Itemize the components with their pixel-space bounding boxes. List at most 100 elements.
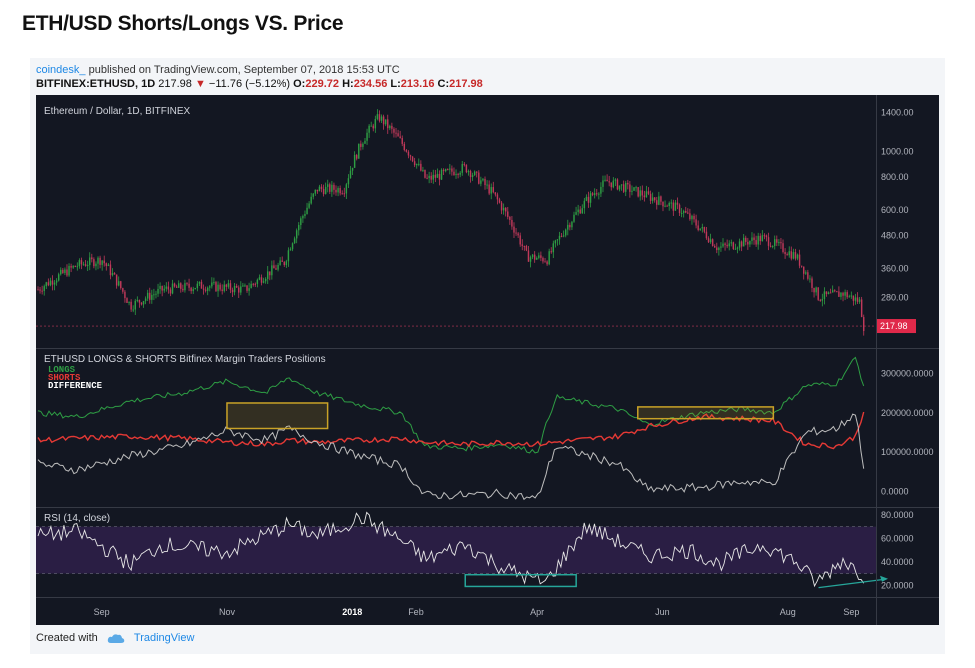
price-candle: [194, 288, 197, 290]
price-candle: [314, 189, 317, 194]
price-candle: [794, 252, 797, 259]
price-candle: [602, 180, 604, 187]
price-candle: [206, 287, 209, 291]
price-candle: [271, 265, 273, 276]
price-candle: [482, 178, 484, 181]
price-candle: [142, 301, 145, 305]
price-candle: [202, 288, 205, 290]
price-candle: [513, 226, 515, 233]
time-tick-label: Sep: [94, 607, 110, 617]
price-candle: [364, 140, 366, 144]
price-candle: [637, 187, 639, 197]
price-candle: [519, 235, 521, 245]
price-candle: [387, 119, 389, 129]
rsi-tick-label: 60.0000: [881, 533, 914, 543]
price-candle: [211, 282, 213, 287]
price-candle: [126, 298, 128, 303]
positions-series-difference: [37, 413, 865, 501]
price-candle: [471, 175, 474, 178]
price-candle: [852, 295, 855, 301]
price-candle: [500, 202, 503, 211]
price-candle: [269, 271, 271, 276]
price-candle: [742, 237, 745, 247]
time-tick-label: Jun: [655, 607, 670, 617]
price-candle: [840, 292, 842, 297]
price-candle: [720, 246, 722, 248]
price-candle: [434, 174, 437, 178]
price-candle: [546, 261, 548, 265]
author-link[interactable]: coindesk_: [36, 64, 86, 76]
price-candle: [819, 299, 821, 301]
price-candle: [304, 213, 306, 217]
price-candle: [382, 116, 385, 125]
price-candle: [53, 282, 56, 285]
price-candle: [149, 292, 151, 300]
price-candle: [620, 184, 623, 186]
price-candle: [227, 283, 230, 287]
price-candle: [345, 184, 348, 194]
price-candle: [209, 286, 211, 288]
price-candle: [190, 287, 192, 292]
price-candle: [341, 193, 343, 195]
price-candle: [680, 212, 683, 214]
price-candle: [426, 177, 428, 179]
price-candle: [391, 125, 393, 129]
price-candle: [558, 235, 561, 240]
price-candle: [62, 269, 64, 274]
price-candle: [401, 138, 403, 144]
price-candle: [51, 280, 54, 285]
time-axis: Sep Nov 2018 Feb Apr Jun Aug Sep: [94, 607, 860, 617]
price-candle: [834, 290, 836, 292]
rsi-highlight-box: [464, 573, 577, 588]
price-candle: [300, 218, 302, 226]
price-candle: [140, 302, 143, 305]
symbol-label: BITFINEX:ETHUSD, 1D: [36, 78, 156, 90]
price-candle: [378, 114, 381, 121]
price-candle: [807, 272, 809, 279]
price-candle: [171, 283, 174, 294]
price-candle: [215, 282, 217, 292]
price-candle: [573, 214, 575, 222]
price-candle: [730, 242, 733, 244]
price-candle: [43, 286, 45, 292]
price-candle: [107, 264, 110, 266]
time-tick-label: Nov: [219, 607, 236, 617]
price-candle: [360, 143, 362, 147]
price-candle: [238, 287, 240, 293]
price-candle: [76, 266, 79, 268]
price-candle: [327, 184, 329, 187]
price-candle: [455, 173, 457, 175]
positions-panel: ETHUSD LONGS & SHORTS Bitfinex Margin Tr…: [37, 354, 934, 501]
price-candle: [277, 264, 279, 270]
price-candle: [335, 189, 337, 193]
price-candle: [47, 282, 50, 286]
price-candle: [478, 172, 480, 184]
price-candle: [604, 179, 606, 181]
tradingview-link[interactable]: TradingView: [133, 632, 195, 644]
price-candle: [672, 202, 675, 211]
price-candle: [213, 282, 215, 284]
price-candle: [93, 259, 95, 267]
price-candle: [186, 283, 188, 285]
price-candle: [89, 257, 91, 266]
price-candle: [165, 286, 168, 289]
price-candle: [366, 132, 368, 141]
price-candle: [767, 237, 770, 246]
price-candle: [103, 260, 105, 264]
positions-legend-longs: LONGS: [48, 365, 76, 375]
price-tick-label: 1400.00: [881, 108, 914, 118]
price-candle: [763, 235, 766, 237]
price-candle: [293, 238, 296, 244]
price-candle: [713, 245, 716, 248]
positions-legend-shorts: SHORTS: [48, 373, 81, 383]
price-candle: [130, 301, 132, 310]
price-candle: [192, 289, 194, 292]
price-candle: [275, 268, 277, 270]
price-candle: [368, 125, 370, 133]
price-candle: [587, 196, 590, 203]
price-candle: [567, 224, 569, 230]
price-candle: [645, 191, 648, 198]
price-candle: [529, 257, 532, 262]
price-candle: [451, 168, 453, 172]
price-candle: [409, 155, 412, 157]
